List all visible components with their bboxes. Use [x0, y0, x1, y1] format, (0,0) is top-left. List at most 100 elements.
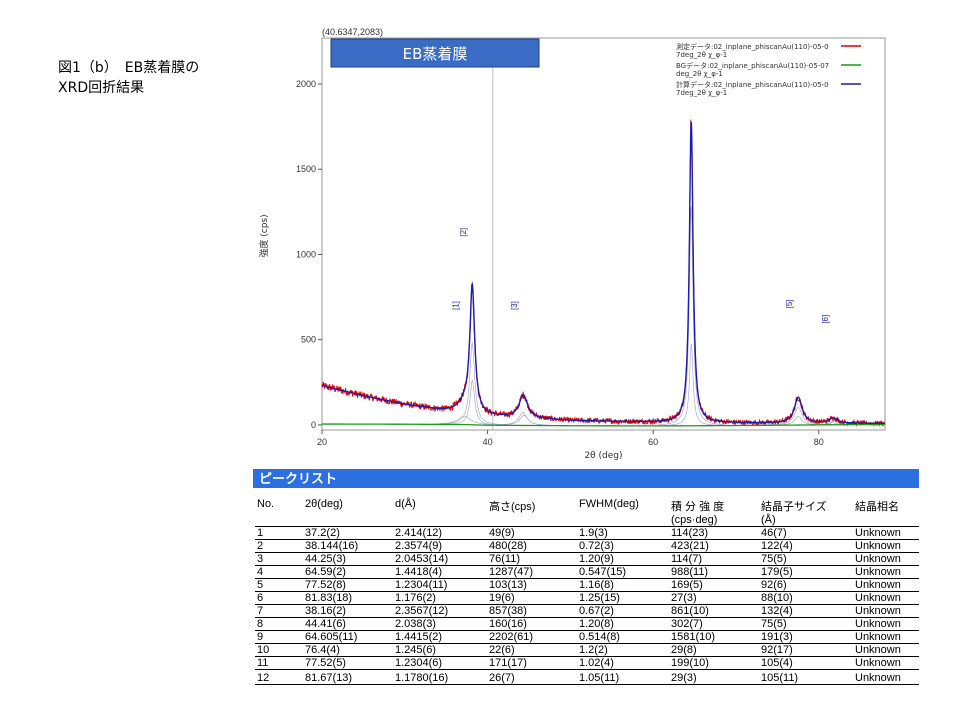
caption-line-2: XRD回折結果 [58, 80, 145, 96]
x-tick-label: 80 [814, 437, 824, 447]
table-cell: 46(7) [759, 526, 853, 540]
table-row: 12 81.67(13) 1.1780(16) 26(7) 1.05(11) 29(3) 1… [255, 669, 919, 685]
x-tick-label: 20 [317, 437, 327, 447]
table-cell: 1.20(8) [577, 617, 669, 631]
table-cell: 1.02(4) [577, 656, 669, 670]
table-cell: 423(21) [669, 539, 759, 553]
peak-list-header-row: No. 2θ(deg) d(Å) 高さ(cps) FWHM(deg) 積 分 強… [255, 498, 919, 527]
table-cell: 160(16) [487, 617, 577, 631]
table-cell: 1.1780(16) [393, 669, 487, 685]
peak-component-line [439, 379, 506, 426]
legend-text: BGデータ:02_inplane_phiscanAu(110)-05-07 [676, 61, 829, 70]
col-d: d(Å) [393, 498, 487, 527]
table-cell: 81.67(13) [303, 669, 393, 685]
table-cell: 0.72(3) [577, 539, 669, 553]
peak-component-line [658, 343, 725, 426]
table-cell: Unknown [853, 578, 919, 592]
table-cell: 988(11) [669, 565, 759, 579]
table-cell: 2.3574(9) [393, 539, 487, 553]
peak-component-line [658, 206, 724, 426]
table-cell: 103(13) [487, 578, 577, 592]
table-cell: 75(5) [759, 552, 853, 566]
table-row: 8 44.41(6) 2.038(3) 160(16) 1.20(8) 302(7) 75(… [255, 617, 919, 631]
table-cell: 861(10) [669, 604, 759, 618]
table-cell: Unknown [853, 630, 919, 644]
table-cell: 64.605(11) [303, 630, 393, 644]
table-cell: 76.4(4) [303, 643, 393, 657]
table-cell: 0.67(2) [577, 604, 669, 618]
legend-text: 測定データ:02_inplane_phiscanAu(110)-05-0 [676, 42, 829, 51]
table-cell: 2.0453(14) [393, 552, 487, 566]
table-cell: 1.2304(6) [393, 656, 487, 670]
table-cell: 2.038(3) [393, 617, 487, 631]
table-cell: Unknown [853, 539, 919, 553]
legend-text-sub: 7deg_2θ χ_φ-1 [676, 51, 727, 59]
table-cell: 12 [255, 669, 303, 685]
y-tick-label: 1000 [296, 249, 316, 259]
table-cell: Unknown [853, 669, 919, 685]
cursor-readout: (40.6347,2083) [322, 27, 383, 37]
y-tick-label: 500 [301, 335, 316, 345]
peak-marker-label: [3] [510, 301, 519, 310]
table-cell: 2202(61) [487, 630, 577, 644]
table-cell: 44.25(3) [303, 552, 393, 566]
y-tick-label: 1500 [296, 164, 316, 174]
table-cell: Unknown [853, 526, 919, 540]
peak-marker-label: [6] [821, 315, 830, 324]
table-cell: 81.83(18) [303, 591, 393, 605]
table-cell: 1.176(2) [393, 591, 487, 605]
table-cell: 29(3) [669, 669, 759, 685]
table-cell: 179(5) [759, 565, 853, 579]
table-row: 11 77.52(5) 1.2304(6) 171(17) 1.02(4) 199(10)… [255, 656, 919, 670]
table-row: 9 64.605(11) 1.4415(2) 2202(61) 0.514(8) 1581… [255, 630, 919, 644]
table-row: 5 77.52(8) 1.2304(11) 103(13) 1.16(8) 169(5) 9… [255, 578, 919, 592]
peak-marker-label: [5] [785, 299, 794, 308]
table-cell: 1.245(6) [393, 643, 487, 657]
table-cell: 6 [255, 591, 303, 605]
table-cell: 64.59(2) [303, 565, 393, 579]
col-crystallite-size: 結晶子サイズ (Å) [759, 498, 853, 527]
col-no: No. [255, 498, 303, 527]
table-row: 10 76.4(4) 1.245(6) 22(6) 1.2(2) 29(8) 92(17) U… [255, 643, 919, 657]
x-axis-label: 2θ (deg) [584, 451, 622, 461]
table-row: 1 37.2(2) 2.414(12) 49(9) 1.9(3) 114(23) 46(7)… [255, 526, 919, 540]
peak-component-line [439, 342, 506, 425]
table-cell: 1.2304(11) [393, 578, 487, 592]
peak-component-line [765, 407, 832, 426]
table-cell: Unknown [853, 604, 919, 618]
table-cell: 191(3) [759, 630, 853, 644]
table-cell: 1.2(2) [577, 643, 669, 657]
table-cell: 3 [255, 552, 303, 566]
table-row: 2 38.144(16) 2.3574(9) 480(28) 0.72(3) 423(21… [255, 539, 919, 553]
table-cell: 2.414(12) [393, 526, 487, 540]
table-cell: 4 [255, 565, 303, 579]
col-integrated-intensity: 積 分 強 度 (cps·deg) [669, 498, 759, 527]
table-cell: 1.16(8) [577, 578, 669, 592]
table-cell: 1581(10) [669, 630, 759, 644]
table-cell: 92(17) [759, 643, 853, 657]
table-cell: 199(10) [669, 656, 759, 670]
table-cell: 38.16(2) [303, 604, 393, 618]
calculated-data-line [321, 121, 885, 425]
table-cell: Unknown [853, 643, 919, 657]
table-cell: 169(5) [669, 578, 759, 592]
table-cell: 27(3) [669, 591, 759, 605]
figure-caption: 図1（b） EB蒸着膜の XRD回折結果 [58, 58, 258, 98]
title-box-text: EB蒸着膜 [403, 45, 468, 63]
table-cell: Unknown [853, 591, 919, 605]
table-cell: 132(4) [759, 604, 853, 618]
table-cell: 1.4415(2) [393, 630, 487, 644]
y-axis-label: 強度 (cps) [258, 214, 270, 257]
table-cell: 480(28) [487, 539, 577, 553]
table-cell: 1287(47) [487, 565, 577, 579]
table-cell: 0.514(8) [577, 630, 669, 644]
x-tick-label: 60 [648, 437, 658, 447]
table-cell: 44.41(6) [303, 617, 393, 631]
table-cell: Unknown [853, 552, 919, 566]
x-tick-label: 40 [483, 437, 493, 447]
peak-marker-label: [2] [459, 228, 468, 237]
caption-line-1: 図1（b） EB蒸着膜の [58, 60, 200, 76]
plot-frame [321, 37, 886, 431]
table-cell: 10 [255, 643, 303, 657]
table-cell: 88(10) [759, 591, 853, 605]
